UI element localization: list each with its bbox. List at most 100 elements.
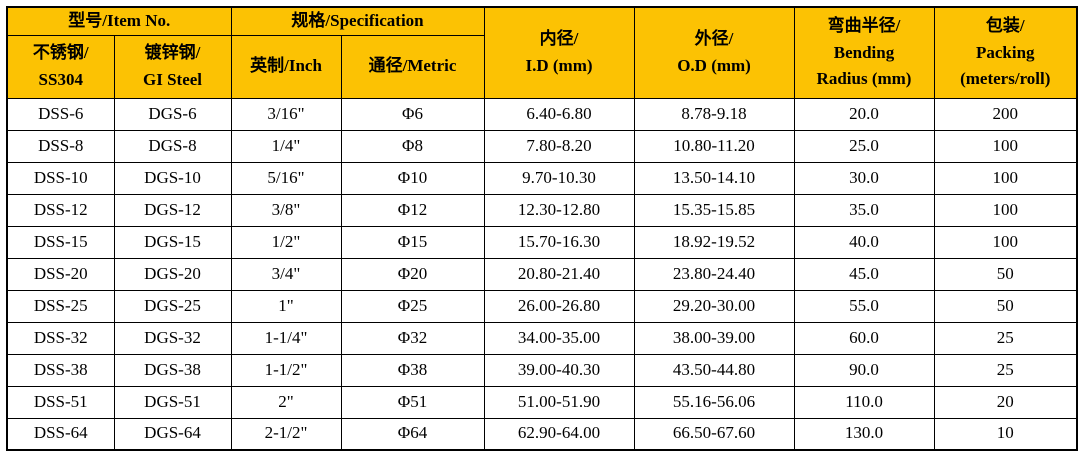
table-cell: Φ25 bbox=[340, 289, 485, 323]
table-cell: Φ38 bbox=[340, 353, 485, 387]
table-cell: 13.50-14.10 bbox=[633, 161, 795, 195]
table-row: DSS-8 DGS-8 1/4" Φ8 7.80-8.20 10.80-11.20 25.0… bbox=[6, 129, 1078, 163]
table-cell: 26.00-26.80 bbox=[483, 289, 635, 323]
table-cell: 2-1/2" bbox=[230, 417, 342, 451]
table-cell: DSS-51 bbox=[6, 385, 115, 419]
table-cell: DGS-6 bbox=[113, 97, 232, 131]
table-row: DSS-20 DGS-20 3/4" Φ20 20.80-21.40 23.80-24.4… bbox=[6, 257, 1078, 291]
table-cell: 6.40-6.80 bbox=[483, 97, 635, 131]
table-cell: DSS-32 bbox=[6, 321, 115, 355]
table-cell: DGS-20 bbox=[113, 257, 232, 291]
table-cell: DSS-10 bbox=[6, 161, 115, 195]
table-cell: 1/4" bbox=[230, 129, 342, 163]
table-cell: 15.70-16.30 bbox=[483, 225, 635, 259]
header-ss304: 不锈钢/ SS304 bbox=[6, 34, 115, 99]
table-cell: Φ10 bbox=[340, 161, 485, 195]
table-cell: 100 bbox=[933, 129, 1078, 163]
table-cell: DSS-38 bbox=[6, 353, 115, 387]
table-row: DSS-25 DGS-25 1" Φ25 26.00-26.80 29.20-30.00 5… bbox=[6, 289, 1078, 323]
table-cell: 1" bbox=[230, 289, 342, 323]
table-cell: 34.00-35.00 bbox=[483, 321, 635, 355]
table-cell: 45.0 bbox=[793, 257, 935, 291]
table-cell: DSS-25 bbox=[6, 289, 115, 323]
table-cell: 20.80-21.40 bbox=[483, 257, 635, 291]
table-cell: 7.80-8.20 bbox=[483, 129, 635, 163]
table-cell: DSS-12 bbox=[6, 193, 115, 227]
header-metric: 通径/Metric bbox=[340, 34, 485, 99]
table-cell: 39.00-40.30 bbox=[483, 353, 635, 387]
table-cell: Φ6 bbox=[340, 97, 485, 131]
header-row-groups: 型号/Item No. 规格/Specification 内径/ I.D (mm… bbox=[6, 6, 1078, 99]
table-cell: DSS-20 bbox=[6, 257, 115, 291]
table-cell: Φ64 bbox=[340, 417, 485, 451]
table-cell: 110.0 bbox=[793, 385, 935, 419]
table-cell: DGS-10 bbox=[113, 161, 232, 195]
table-cell: 62.90-64.00 bbox=[483, 417, 635, 451]
table-row: DSS-12 DGS-12 3/8" Φ12 12.30-12.80 15.35-15.8… bbox=[6, 193, 1078, 227]
header-spec-group: 规格/Specification bbox=[230, 6, 485, 36]
table-cell: 3/16" bbox=[230, 97, 342, 131]
table-cell: 50 bbox=[933, 289, 1078, 323]
table-cell: DGS-32 bbox=[113, 321, 232, 355]
table-cell: 23.80-24.40 bbox=[633, 257, 795, 291]
table-cell: 5/16" bbox=[230, 161, 342, 195]
table-cell: Φ51 bbox=[340, 385, 485, 419]
table-cell: Φ8 bbox=[340, 129, 485, 163]
table-cell: DGS-12 bbox=[113, 193, 232, 227]
table-cell: DSS-8 bbox=[6, 129, 115, 163]
table-cell: 100 bbox=[933, 161, 1078, 195]
header-packing: 包装/ Packing (meters/roll) bbox=[933, 6, 1078, 99]
table-cell: 66.50-67.60 bbox=[633, 417, 795, 451]
table-cell: 8.78-9.18 bbox=[633, 97, 795, 131]
table-cell: 25 bbox=[933, 353, 1078, 387]
table-cell: 3/8" bbox=[230, 193, 342, 227]
table-cell: 29.20-30.00 bbox=[633, 289, 795, 323]
table-cell: 20.0 bbox=[793, 97, 935, 131]
table-row: DSS-32 DGS-32 1-1/4" Φ32 34.00-35.00 38.00-39… bbox=[6, 321, 1078, 355]
table-cell: DSS-6 bbox=[6, 97, 115, 131]
table-cell: 55.16-56.06 bbox=[633, 385, 795, 419]
table-cell: 2" bbox=[230, 385, 342, 419]
table-row: DSS-51 DGS-51 2" Φ51 51.00-51.90 55.16-56.06 1… bbox=[6, 385, 1078, 419]
table-row: DSS-38 DGS-38 1-1/2" Φ38 39.00-40.30 43.50-44… bbox=[6, 353, 1078, 387]
table-cell: 100 bbox=[933, 225, 1078, 259]
table-cell: DGS-25 bbox=[113, 289, 232, 323]
header-gi-steel: 镀锌钢/ GI Steel bbox=[113, 34, 232, 99]
table-cell: DGS-64 bbox=[113, 417, 232, 451]
table-row: DSS-10 DGS-10 5/16" Φ10 9.70-10.30 13.50-14.1… bbox=[6, 161, 1078, 195]
table-cell: 10.80-11.20 bbox=[633, 129, 795, 163]
spec-table: 型号/Item No. 规格/Specification 内径/ I.D (mm… bbox=[6, 6, 1079, 451]
table-cell: 38.00-39.00 bbox=[633, 321, 795, 355]
table-cell: DGS-51 bbox=[113, 385, 232, 419]
table-cell: DGS-8 bbox=[113, 129, 232, 163]
header-outer-diameter: 外径/ O.D (mm) bbox=[633, 6, 795, 99]
table-cell: 100 bbox=[933, 193, 1078, 227]
table-cell: 25 bbox=[933, 321, 1078, 355]
table-cell: 130.0 bbox=[793, 417, 935, 451]
header-item-no-group: 型号/Item No. bbox=[6, 6, 232, 36]
table-cell: 3/4" bbox=[230, 257, 342, 291]
table-cell: Φ32 bbox=[340, 321, 485, 355]
table-cell: DGS-38 bbox=[113, 353, 232, 387]
header-inner-diameter: 内径/ I.D (mm) bbox=[483, 6, 635, 99]
table-cell: 30.0 bbox=[793, 161, 935, 195]
table-cell: DGS-15 bbox=[113, 225, 232, 259]
table-cell: 43.50-44.80 bbox=[633, 353, 795, 387]
table-cell: 20 bbox=[933, 385, 1078, 419]
table-cell: 12.30-12.80 bbox=[483, 193, 635, 227]
table-cell: 1-1/2" bbox=[230, 353, 342, 387]
table-cell: 200 bbox=[933, 97, 1078, 131]
table-cell: 35.0 bbox=[793, 193, 935, 227]
table-cell: 15.35-15.85 bbox=[633, 193, 795, 227]
table-cell: 60.0 bbox=[793, 321, 935, 355]
table-cell: 90.0 bbox=[793, 353, 935, 387]
table-cell: 51.00-51.90 bbox=[483, 385, 635, 419]
table-cell: DSS-15 bbox=[6, 225, 115, 259]
header-bending-radius: 弯曲半径/ Bending Radius (mm) bbox=[793, 6, 935, 99]
table-cell: Φ15 bbox=[340, 225, 485, 259]
table-row: DSS-6 DGS-6 3/16" Φ6 6.40-6.80 8.78-9.18 20.0 2… bbox=[6, 97, 1078, 131]
header-inch: 英制/Inch bbox=[230, 34, 342, 99]
table-cell: DSS-64 bbox=[6, 417, 115, 451]
header-row-sub: 不锈钢/ SS304 镀锌钢/ GI Steel 英制/Inch 通径/Metr… bbox=[6, 34, 1077, 99]
table-cell: Φ20 bbox=[340, 257, 485, 291]
